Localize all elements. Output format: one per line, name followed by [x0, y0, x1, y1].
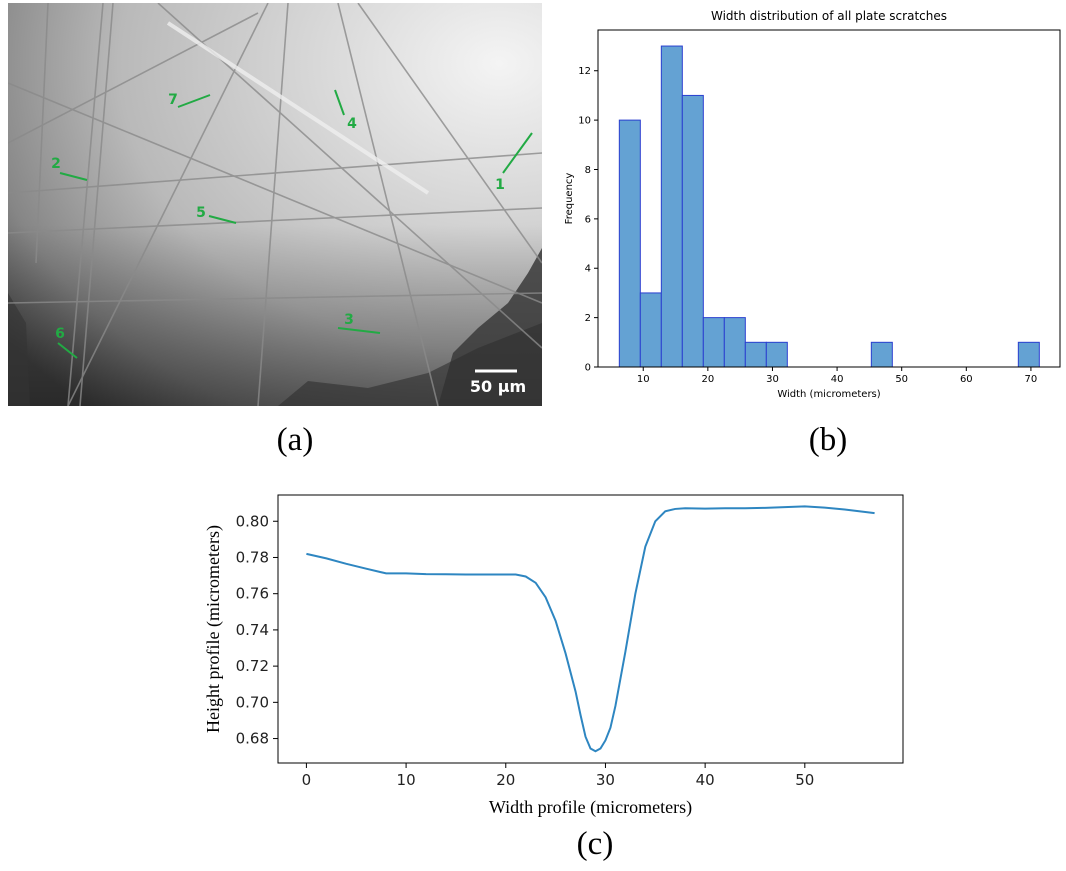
- marker-label-2: 2: [51, 156, 61, 172]
- micrograph-debris-shadow: [278, 323, 542, 406]
- x-tick-label: 10: [397, 771, 416, 789]
- y-tick-label: 10: [578, 116, 591, 127]
- x-tick-label: 50: [895, 374, 908, 385]
- y-tick-label: 8: [585, 165, 591, 176]
- y-tick-label: 0.68: [236, 730, 269, 748]
- x-tick-label: 10: [637, 374, 650, 385]
- marker-label-7: 7: [168, 92, 178, 108]
- y-tick-label: 0: [585, 363, 591, 374]
- x-tick-label: 40: [831, 374, 844, 385]
- height-profile-y-label: Height profile (micrometers): [203, 525, 224, 733]
- histogram-bar: [1017, 341, 1040, 368]
- histogram-bar: [870, 341, 893, 368]
- histogram-bar: [702, 317, 725, 368]
- histogram-bar: [765, 341, 788, 368]
- marker-line-2: [59, 172, 88, 181]
- panel-label-a: (a): [276, 422, 314, 458]
- y-tick-label: 0.72: [236, 657, 269, 675]
- panel-label-c: (c): [576, 826, 614, 862]
- histogram-title: Width distribution of all plate scratche…: [711, 9, 947, 23]
- histogram-bar: [744, 341, 767, 368]
- marker-line-5: [208, 215, 237, 224]
- histogram-bar: [681, 94, 704, 368]
- height-profile-frame: [277, 494, 904, 764]
- x-tick-label: 30: [766, 374, 779, 385]
- panel-label-b: (b): [808, 422, 848, 458]
- x-tick-label: 30: [596, 771, 615, 789]
- histogram-chart: 10 20 30 40 50 60 70 0 2 4 6 8 10 12 Width distribut…: [564, 9, 1061, 400]
- marker-line-6: [57, 342, 78, 359]
- scale-bar-label: 50 μm: [470, 377, 526, 396]
- x-tick-label: 20: [496, 771, 515, 789]
- marker-labels: 1 2 3 4 5 6 7: [51, 92, 505, 342]
- histogram-bars: [618, 45, 1040, 368]
- marker-label-5: 5: [196, 205, 206, 221]
- marker-label-6: 6: [55, 326, 65, 342]
- height-profile-y-ticks: 0.68 0.70 0.72 0.74 0.76 0.78 0.80: [236, 512, 278, 748]
- y-tick-label: 4: [585, 264, 591, 275]
- marker-label-1: 1: [495, 177, 505, 193]
- x-tick-label: 70: [1025, 374, 1038, 385]
- x-tick-label: 50: [795, 771, 814, 789]
- y-tick-label: 0.70: [236, 693, 269, 711]
- x-tick-label: 20: [701, 374, 714, 385]
- histogram-x-label: Width (micrometers): [777, 389, 880, 400]
- y-tick-label: 6: [585, 214, 591, 225]
- y-tick-label: 0.74: [236, 621, 269, 639]
- histogram-y-ticks: 0 2 4 6 8 10 12: [578, 66, 598, 374]
- micrograph-edge-shadow: [8, 293, 30, 406]
- y-tick-label: 12: [578, 66, 591, 77]
- marker-line-4: [334, 89, 345, 116]
- height-profile-line: [306, 505, 875, 753]
- marker-line-3: [337, 327, 381, 334]
- micrograph-scratches: [8, 3, 542, 406]
- height-profile-x-ticks: 0 10 20 30 40 50: [302, 763, 814, 789]
- marker-label-3: 3: [344, 312, 354, 328]
- histogram-bar: [723, 317, 746, 368]
- y-tick-label: 2: [585, 313, 591, 324]
- marker-line-1: [502, 132, 533, 174]
- y-tick-label: 0.78: [236, 548, 269, 566]
- y-tick-label: 0.76: [236, 585, 269, 603]
- histogram-bar: [618, 119, 641, 368]
- x-tick-label: 40: [696, 771, 715, 789]
- micrograph-image: 1 2 3 4 5 6 7 50 μm: [8, 3, 542, 406]
- y-tick-label: 0.80: [236, 512, 269, 530]
- marker-line-7: [177, 94, 211, 108]
- x-tick-label: 0: [302, 771, 312, 789]
- height-profile-x-label: Width profile (micrometers): [489, 797, 692, 818]
- x-tick-label: 60: [960, 374, 973, 385]
- histogram-frame: [597, 29, 1061, 368]
- marker-lines: [57, 89, 533, 359]
- height-profile-chart: 0 10 20 30 40 50 0.68 0.70 0.72 0.74 0.76 0.78 0.80…: [203, 494, 904, 818]
- histogram-y-label: Frequency: [564, 173, 575, 225]
- histogram-x-ticks: 10 20 30 40 50 60 70: [637, 367, 1037, 385]
- histogram-bar: [639, 292, 662, 368]
- histogram-bar: [660, 45, 683, 368]
- bright-scratch: [166, 21, 430, 195]
- marker-label-4: 4: [347, 116, 357, 132]
